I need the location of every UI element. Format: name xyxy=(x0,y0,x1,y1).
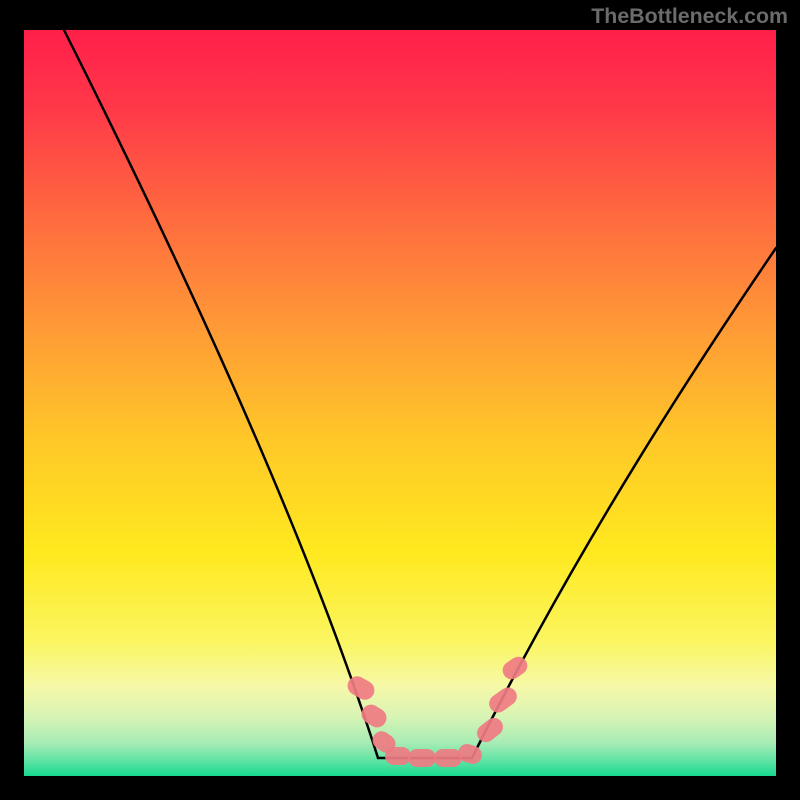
curve-marker xyxy=(408,749,436,767)
curve-marker xyxy=(385,747,411,765)
gradient-background xyxy=(24,30,776,776)
bottleneck-chart-svg xyxy=(0,0,800,800)
attribution-text: TheBottleneck.com xyxy=(591,4,788,29)
chart-container: TheBottleneck.com xyxy=(0,0,800,800)
curve-marker xyxy=(434,749,462,767)
